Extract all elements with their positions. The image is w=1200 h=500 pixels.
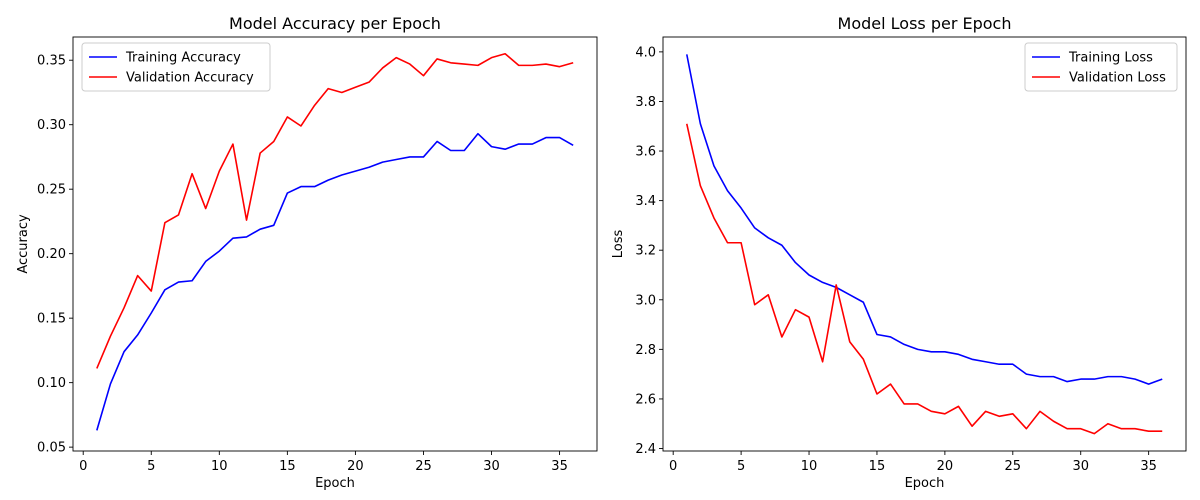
legend-label: Training Loss bbox=[1068, 51, 1153, 66]
plot-frame bbox=[662, 36, 1187, 452]
y-tick-label: 4.0 bbox=[635, 45, 656, 60]
plot-frame bbox=[72, 36, 598, 452]
y-tick-label: 3.0 bbox=[635, 293, 656, 308]
x-axis-label: Epoch bbox=[315, 476, 355, 491]
y-tick-label: 0.35 bbox=[37, 54, 66, 69]
x-tick-label: 10 bbox=[211, 459, 228, 474]
y-tick-label: 0.05 bbox=[37, 441, 66, 456]
y-tick-label: 3.6 bbox=[635, 145, 656, 160]
y-tick-label: 0.10 bbox=[37, 376, 66, 391]
y-axis-label: Accuracy bbox=[16, 214, 31, 274]
y-tick-label: 0.20 bbox=[37, 247, 66, 262]
x-tick-label: 25 bbox=[1005, 459, 1022, 474]
y-tick-label: 2.4 bbox=[635, 442, 656, 457]
x-tick-label: 0 bbox=[669, 459, 677, 474]
legend: Training Accuracy Validation Accuracy bbox=[81, 42, 271, 92]
legend: Training Loss Validation Loss bbox=[1024, 42, 1178, 92]
x-tick-label: 0 bbox=[79, 459, 87, 474]
x-tick-label: 5 bbox=[147, 459, 155, 474]
series-line-training bbox=[685, 54, 1163, 385]
chart-title: Model Accuracy per Epoch bbox=[229, 14, 441, 33]
legend-label: Validation Accuracy bbox=[126, 71, 254, 86]
legend-label: Validation Loss bbox=[1069, 71, 1166, 86]
y-tick-label: 3.4 bbox=[635, 194, 656, 209]
series-line-training bbox=[96, 132, 574, 431]
chart-panel-2: 0 5 10 15 20 25 30 35 2.4 2.6 2.8 3.0 3.2 3.4 3.6 3.8 4.… bbox=[611, 14, 1187, 491]
y-tick-label: 2.8 bbox=[635, 343, 656, 358]
x-tick-label: 35 bbox=[1140, 459, 1157, 474]
y-tick-label: 0.15 bbox=[37, 312, 66, 327]
chart-title: Model Loss per Epoch bbox=[838, 14, 1012, 33]
y-tick-label: 3.8 bbox=[635, 95, 656, 110]
x-tick-label: 20 bbox=[347, 459, 364, 474]
x-axis-label: Epoch bbox=[905, 476, 945, 491]
series-line-validation bbox=[96, 52, 574, 369]
x-tick-label: 35 bbox=[551, 459, 568, 474]
x-tick-label: 10 bbox=[801, 459, 818, 474]
x-tick-label: 25 bbox=[415, 459, 432, 474]
x-tick-label: 15 bbox=[869, 459, 886, 474]
chart-panel-1: 0 5 10 15 20 25 30 35 0.05 0.10 0.15 0.20 0.25 0.30 0.… bbox=[16, 14, 598, 491]
x-tick-label: 30 bbox=[1072, 459, 1089, 474]
y-tick-label: 2.6 bbox=[635, 392, 656, 407]
y-tick-label: 3.2 bbox=[635, 244, 656, 259]
y-axis-label: Loss bbox=[611, 230, 626, 259]
legend-box bbox=[1024, 42, 1178, 92]
y-tick-label: 0.25 bbox=[37, 183, 66, 198]
x-tick-label: 5 bbox=[737, 459, 745, 474]
x-tick-label: 15 bbox=[279, 459, 296, 474]
series-line-validation bbox=[685, 123, 1163, 435]
legend-label: Training Accuracy bbox=[125, 51, 241, 66]
x-tick-label: 30 bbox=[483, 459, 500, 474]
legend-box bbox=[81, 42, 271, 92]
x-tick-label: 20 bbox=[937, 459, 954, 474]
y-tick-label: 0.30 bbox=[37, 118, 66, 133]
